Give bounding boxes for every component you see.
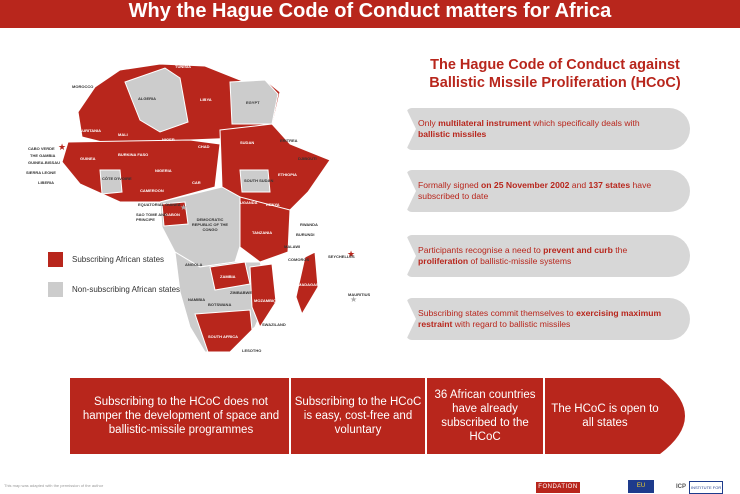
map-label-kenya: KENYA xyxy=(266,202,280,207)
africa-map: ★ ★ ★ ★ ★ TUNISIA MOROCCO ALGERIA LIBYA … xyxy=(26,52,371,362)
map-label-madagascar: MADAGASCAR xyxy=(298,282,328,287)
map-label-zimbabwe: ZIMBABWE xyxy=(230,290,252,295)
eu-flag-logo: EU xyxy=(628,480,654,493)
fact-pill-2: Formally signed on 25 November 2002 and … xyxy=(406,170,690,212)
map-label-guinea: GUINEA xyxy=(80,156,96,161)
pill-notch xyxy=(406,298,416,340)
legend-swatch-non-subscribing xyxy=(48,282,63,297)
fact-text-4: Subscribing states commit themselves to … xyxy=(418,308,662,329)
legend-item-subscribing: Subscribing African states xyxy=(48,252,268,267)
page-title: Why the Hague Code of Conduct matters fo… xyxy=(0,0,740,28)
map-label-mauritania: MAURITANIA xyxy=(76,128,102,133)
map-label-cote-divoire: CÔTE D'IVOIRE xyxy=(102,176,132,181)
map-label-car: CAR xyxy=(192,180,201,185)
map-label-uganda: UGANDA xyxy=(240,200,258,205)
map-gabon xyxy=(161,201,189,227)
legend-item-non-subscribing: Non-subscribing African states xyxy=(48,282,268,297)
map-egypt xyxy=(229,79,279,125)
legend-swatch-subscribing xyxy=(48,252,63,267)
map-south-africa xyxy=(194,309,253,353)
map-cote-divoire xyxy=(99,169,123,195)
map-label-burkina-faso: BURKINA FASO xyxy=(118,152,149,157)
star-icon: ★ xyxy=(347,249,355,259)
map-label-swaziland: SWAZILAND xyxy=(262,322,286,327)
legend-label-non-subscribing: Non-subscribing African states xyxy=(72,285,181,294)
map-label-gabon: GABON xyxy=(165,212,180,217)
map-label-equatorial-guinea: EQUATORIAL GUINEA xyxy=(138,202,181,207)
map-label-mauritius: MAURITIUS xyxy=(348,292,371,297)
fact-pill-1: Only multilateral instrument which speci… xyxy=(406,108,690,150)
conclusion-segment-2: Subscribing to the HCoC is easy, cost-fr… xyxy=(294,396,422,436)
map-label-angola: ANGOLA xyxy=(185,262,203,267)
icp-logo-sub: INSTITUTE FOR xyxy=(689,481,724,494)
map-label-nigeria: NIGERIA xyxy=(155,168,172,173)
map-label-algeria: ALGERIA xyxy=(138,96,156,101)
map-label-sierra-leone: SIERRA LEONE xyxy=(26,170,56,175)
icp-logo: ICP INSTITUTE FOR xyxy=(676,481,724,494)
fondation-logo: FONDATION xyxy=(536,482,580,493)
map-label-guinea-bissau: GUINEA-BISSAU xyxy=(28,160,61,165)
conclusion-segment-3: 36 African countries have already subscr… xyxy=(434,389,536,443)
map-label-namibia: NAMIBIA xyxy=(188,297,206,302)
fact-pill-4: Subscribing states commit themselves to … xyxy=(406,298,690,340)
map-label-lesotho: LESOTHO xyxy=(242,348,262,353)
footer-note: This map was adapted with the permission… xyxy=(4,483,104,488)
map-label-libya: LIBYA xyxy=(200,97,212,102)
map-south-sudan xyxy=(239,169,271,193)
fact-text-2: Formally signed on 25 November 2002 and … xyxy=(418,180,652,201)
map-label-djibouti: DJIBOUTI xyxy=(298,156,317,161)
fact-text-3: Participants recognise a need to prevent… xyxy=(418,245,628,266)
map-label-south-sudan: SOUTH SUDAN xyxy=(244,178,274,183)
map-label-comoros: COMOROS xyxy=(288,257,310,262)
map-label-mozambique: MOZAMBIQUE xyxy=(254,298,282,303)
map-label-gambia: THE GAMBIA xyxy=(30,153,56,158)
map-label-egypt: EGYPT xyxy=(246,100,260,105)
star-icon: ★ xyxy=(58,142,66,152)
star-icon: ★ xyxy=(350,295,357,304)
africa-map-svg: ★ ★ ★ ★ ★ xyxy=(58,63,357,353)
conclusion-arrow: Subscribing to the HCoC does not hamper … xyxy=(70,378,710,454)
arrow-shape xyxy=(70,378,685,454)
map-label-sao-tome: SAO TOME AND PRINCIPE xyxy=(136,212,167,222)
conclusion-segment-4: The HCoC is open to all states xyxy=(551,403,659,429)
map-label-niger: NIGER xyxy=(162,137,175,142)
conclusion-segment-1: Subscribing to the HCoC does not hamper … xyxy=(82,396,280,436)
map-label-chad: CHAD xyxy=(198,144,210,149)
map-algeria xyxy=(124,67,189,133)
map-label-zambia: ZAMBIA xyxy=(220,274,236,279)
map-label-liberia: LIBERIA xyxy=(38,180,54,185)
map-label-mali: MALI xyxy=(118,132,128,137)
map-label-morocco: MOROCCO xyxy=(72,84,94,89)
map-label-tunisia: TUNISIA xyxy=(175,64,191,69)
star-icon: ★ xyxy=(307,259,315,269)
map-madagascar xyxy=(295,251,319,316)
map-label-eritrea: ERITREA xyxy=(280,138,298,143)
fact-text-1: Only multilateral instrument which speci… xyxy=(418,118,640,139)
map-label-botswana: BOTSWANA xyxy=(208,302,232,307)
map-label-cabo-verde: CABO VERDE xyxy=(28,146,55,151)
map-zambia xyxy=(209,261,251,291)
pill-notch xyxy=(406,235,416,277)
pill-notch xyxy=(406,108,416,150)
legend-label-subscribing: Subscribing African states xyxy=(72,255,165,264)
map-tanzania xyxy=(239,196,291,263)
map-label-burundi: BURUNDI xyxy=(296,232,315,237)
map-label-drc: DEMOCRATIC REPUBLIC OF THE CONGO xyxy=(191,217,229,232)
map-label-tanzania: TANZANIA xyxy=(252,230,273,235)
pill-notch xyxy=(406,170,416,212)
map-label-malawi: MALAWI xyxy=(284,244,301,249)
hcoc-heading: The Hague Code of Conduct against Ballis… xyxy=(405,56,705,92)
fact-pill-3: Participants recognise a need to prevent… xyxy=(406,235,690,277)
icp-logo-text: ICP xyxy=(676,484,687,490)
map-label-ethiopia: ETHIOPIA xyxy=(278,172,297,177)
map-label-sudan: SUDAN xyxy=(240,140,255,145)
map-label-cameroon: CAMEROON xyxy=(140,188,164,193)
map-label-south-africa: SOUTH AFRICA xyxy=(208,334,239,339)
star-icon: ★ xyxy=(180,203,187,212)
map-label-seychelles: SEYCHELLES xyxy=(328,254,355,259)
hcoc-heading-line2: Ballistic Missile Proliferation (HCoC) xyxy=(429,75,681,91)
map-label-rwanda: RWANDA xyxy=(300,222,318,227)
hcoc-heading-line1: The Hague Code of Conduct against xyxy=(430,57,680,73)
map-mozambique xyxy=(249,263,277,329)
